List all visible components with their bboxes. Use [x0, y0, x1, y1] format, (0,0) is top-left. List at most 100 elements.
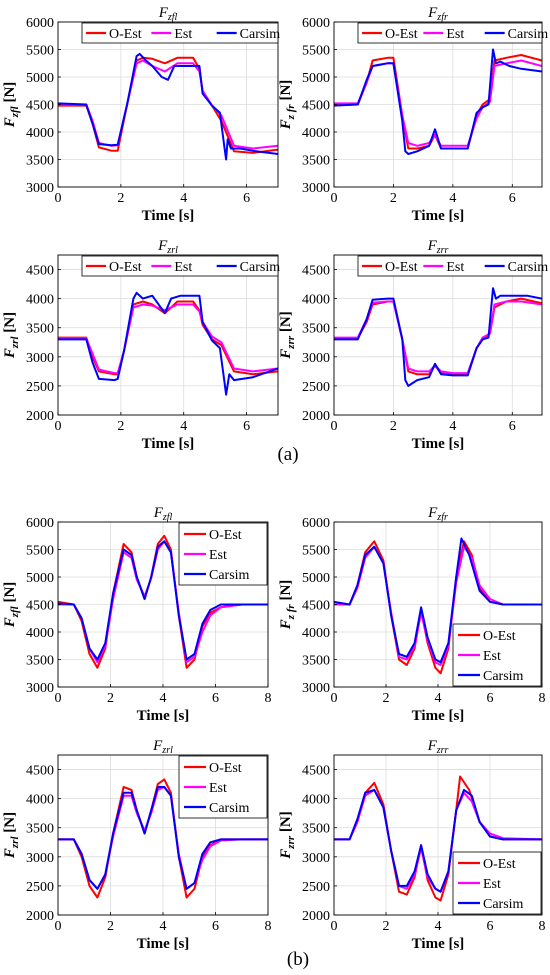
chart-panel-a-zrr: 0 2 4 6 2000 2500 3000 3500 4000 4500 Fzrr Time [s]…	[278, 238, 548, 452]
y-tick-label: 4000	[302, 293, 330, 308]
legend-label-o-est: O-Est	[483, 629, 516, 644]
y-tick-label: 3000	[302, 351, 330, 366]
x-tick-label: 4	[449, 419, 456, 434]
y-tick-label: 4000	[26, 126, 54, 141]
y-tick-label: 4000	[302, 126, 330, 141]
x-tick-label: 2	[117, 191, 124, 206]
series-group	[334, 537, 542, 675]
y-tick-label: 3500	[26, 654, 54, 669]
x-tick-label: 0	[55, 419, 62, 434]
y-tick-label: 5500	[26, 544, 54, 559]
y-tick-label: 3500	[302, 154, 330, 169]
y-tick-label: 2500	[302, 880, 330, 895]
series-group	[334, 48, 542, 155]
series-line-carsim	[334, 287, 542, 387]
legend: O-Est Est Carsim	[178, 755, 268, 819]
y-tick-label: 3500	[26, 322, 54, 337]
series-line-carsim	[334, 537, 542, 664]
chart-title: Fzrr	[427, 738, 449, 756]
legend: O-Est Est Carsim	[178, 522, 268, 586]
y-tick-label: 4000	[302, 626, 330, 641]
legend-label-carsim: Carsim	[240, 260, 281, 275]
y-tick-label: 3500	[26, 822, 54, 837]
y-tick-label: 4500	[26, 599, 54, 614]
x-tick-label: 2	[107, 919, 114, 934]
y-tick-label: 3500	[302, 654, 330, 669]
y-tick-label: 4500	[26, 764, 54, 779]
y-tick-label: 3500	[26, 154, 54, 169]
x-tick-label: 6	[509, 419, 516, 434]
legend-label-est: Est	[209, 781, 227, 796]
series-line-carsim	[334, 788, 542, 893]
y-tick-label: 2500	[26, 380, 54, 395]
y-tick-label: 4000	[302, 793, 330, 808]
y-axis-label: Fz fr [N]	[278, 580, 297, 631]
plot-area	[58, 255, 278, 415]
y-tick-label: 3500	[302, 322, 330, 337]
x-tick-label: 4	[435, 691, 442, 706]
chart-panel-a-zfr: 0 2 4 6 3000 3500 4000 4500 5000 5500 6000 Fzfr Time…	[278, 5, 548, 224]
x-tick-label: 4	[180, 419, 187, 434]
legend: O-Est Est Carsim	[357, 22, 549, 44]
legend-label-est: Est	[446, 260, 464, 275]
x-tick-label: 6	[212, 691, 219, 706]
y-tick-label: 3000	[26, 351, 54, 366]
y-tick-label: 3000	[302, 851, 330, 866]
y-tick-label: 3000	[26, 181, 54, 196]
x-tick-label: 8	[539, 691, 546, 706]
legend-label-o-est: O-Est	[209, 528, 242, 543]
x-tick-label: 4	[160, 691, 167, 706]
x-axis-label: Time [s]	[412, 936, 465, 952]
x-tick-label: 2	[390, 191, 397, 206]
y-tick-label: 5500	[26, 44, 54, 59]
legend-label-carsim: Carsim	[508, 260, 549, 275]
series-line-carsim	[58, 540, 268, 661]
series-group	[58, 534, 268, 669]
chart-title: Fzfr	[427, 5, 448, 23]
chart-title: Fzrl	[152, 738, 173, 756]
legend: O-Est Est Carsim	[452, 623, 542, 687]
plot-area	[334, 255, 542, 415]
legend-label-o-est: O-Est	[109, 27, 142, 42]
x-tick-label: 6	[243, 191, 250, 206]
x-tick-label: 2	[117, 419, 124, 434]
chart-panel-a-zrl: 0 2 4 6 2000 2500 3000 3500 4000 4500 Fzrl Time [s]…	[2, 238, 280, 452]
legend-label-o-est: O-Est	[385, 27, 418, 42]
y-tick-label: 6000	[302, 16, 330, 31]
legend-label-est: Est	[209, 548, 227, 563]
legend: O-Est Est Carsim	[81, 22, 280, 44]
series-line-carsim	[58, 291, 278, 396]
chart-panel-a-zfl: 0 2 4 6 3000 3500 4000 4500 5000 5500 6000 Fzfl Time…	[2, 5, 280, 224]
x-tick-label: 2	[390, 419, 397, 434]
x-tick-label: 0	[55, 919, 62, 934]
x-tick-label: 2	[383, 919, 390, 934]
series-group	[58, 291, 278, 396]
axes-frame	[57, 254, 279, 416]
y-tick-label: 2000	[302, 909, 330, 924]
x-tick-label: 4	[435, 919, 442, 934]
x-tick-label: 6	[487, 919, 494, 934]
legend-label-o-est: O-Est	[109, 260, 142, 275]
y-axis-label: Fzrr [N]	[278, 811, 297, 859]
x-axis-label: Time [s]	[142, 208, 195, 224]
legend-label-est: Est	[174, 260, 192, 275]
y-tick-label: 4000	[26, 793, 54, 808]
x-tick-label: 6	[509, 191, 516, 206]
y-axis-label: Fzrl [N]	[2, 312, 21, 359]
y-tick-label: 4500	[26, 99, 54, 114]
x-tick-label: 6	[212, 919, 219, 934]
legend-box	[357, 22, 543, 44]
x-tick-label: 6	[243, 419, 250, 434]
legend-box	[81, 255, 279, 277]
x-axis-label: Time [s]	[142, 436, 195, 452]
y-tick-label: 5000	[26, 571, 54, 586]
x-tick-label: 8	[265, 919, 272, 934]
y-tick-label: 4500	[302, 599, 330, 614]
x-axis-label: Time [s]	[412, 708, 465, 724]
y-axis-label: Fzfl [N]	[2, 582, 21, 629]
series-line-carsim	[58, 786, 268, 890]
legend: O-Est Est Carsim	[357, 255, 549, 277]
legend-label-carsim: Carsim	[508, 27, 549, 42]
chart-title: Fzfl	[153, 505, 173, 523]
y-tick-label: 6000	[302, 516, 330, 531]
